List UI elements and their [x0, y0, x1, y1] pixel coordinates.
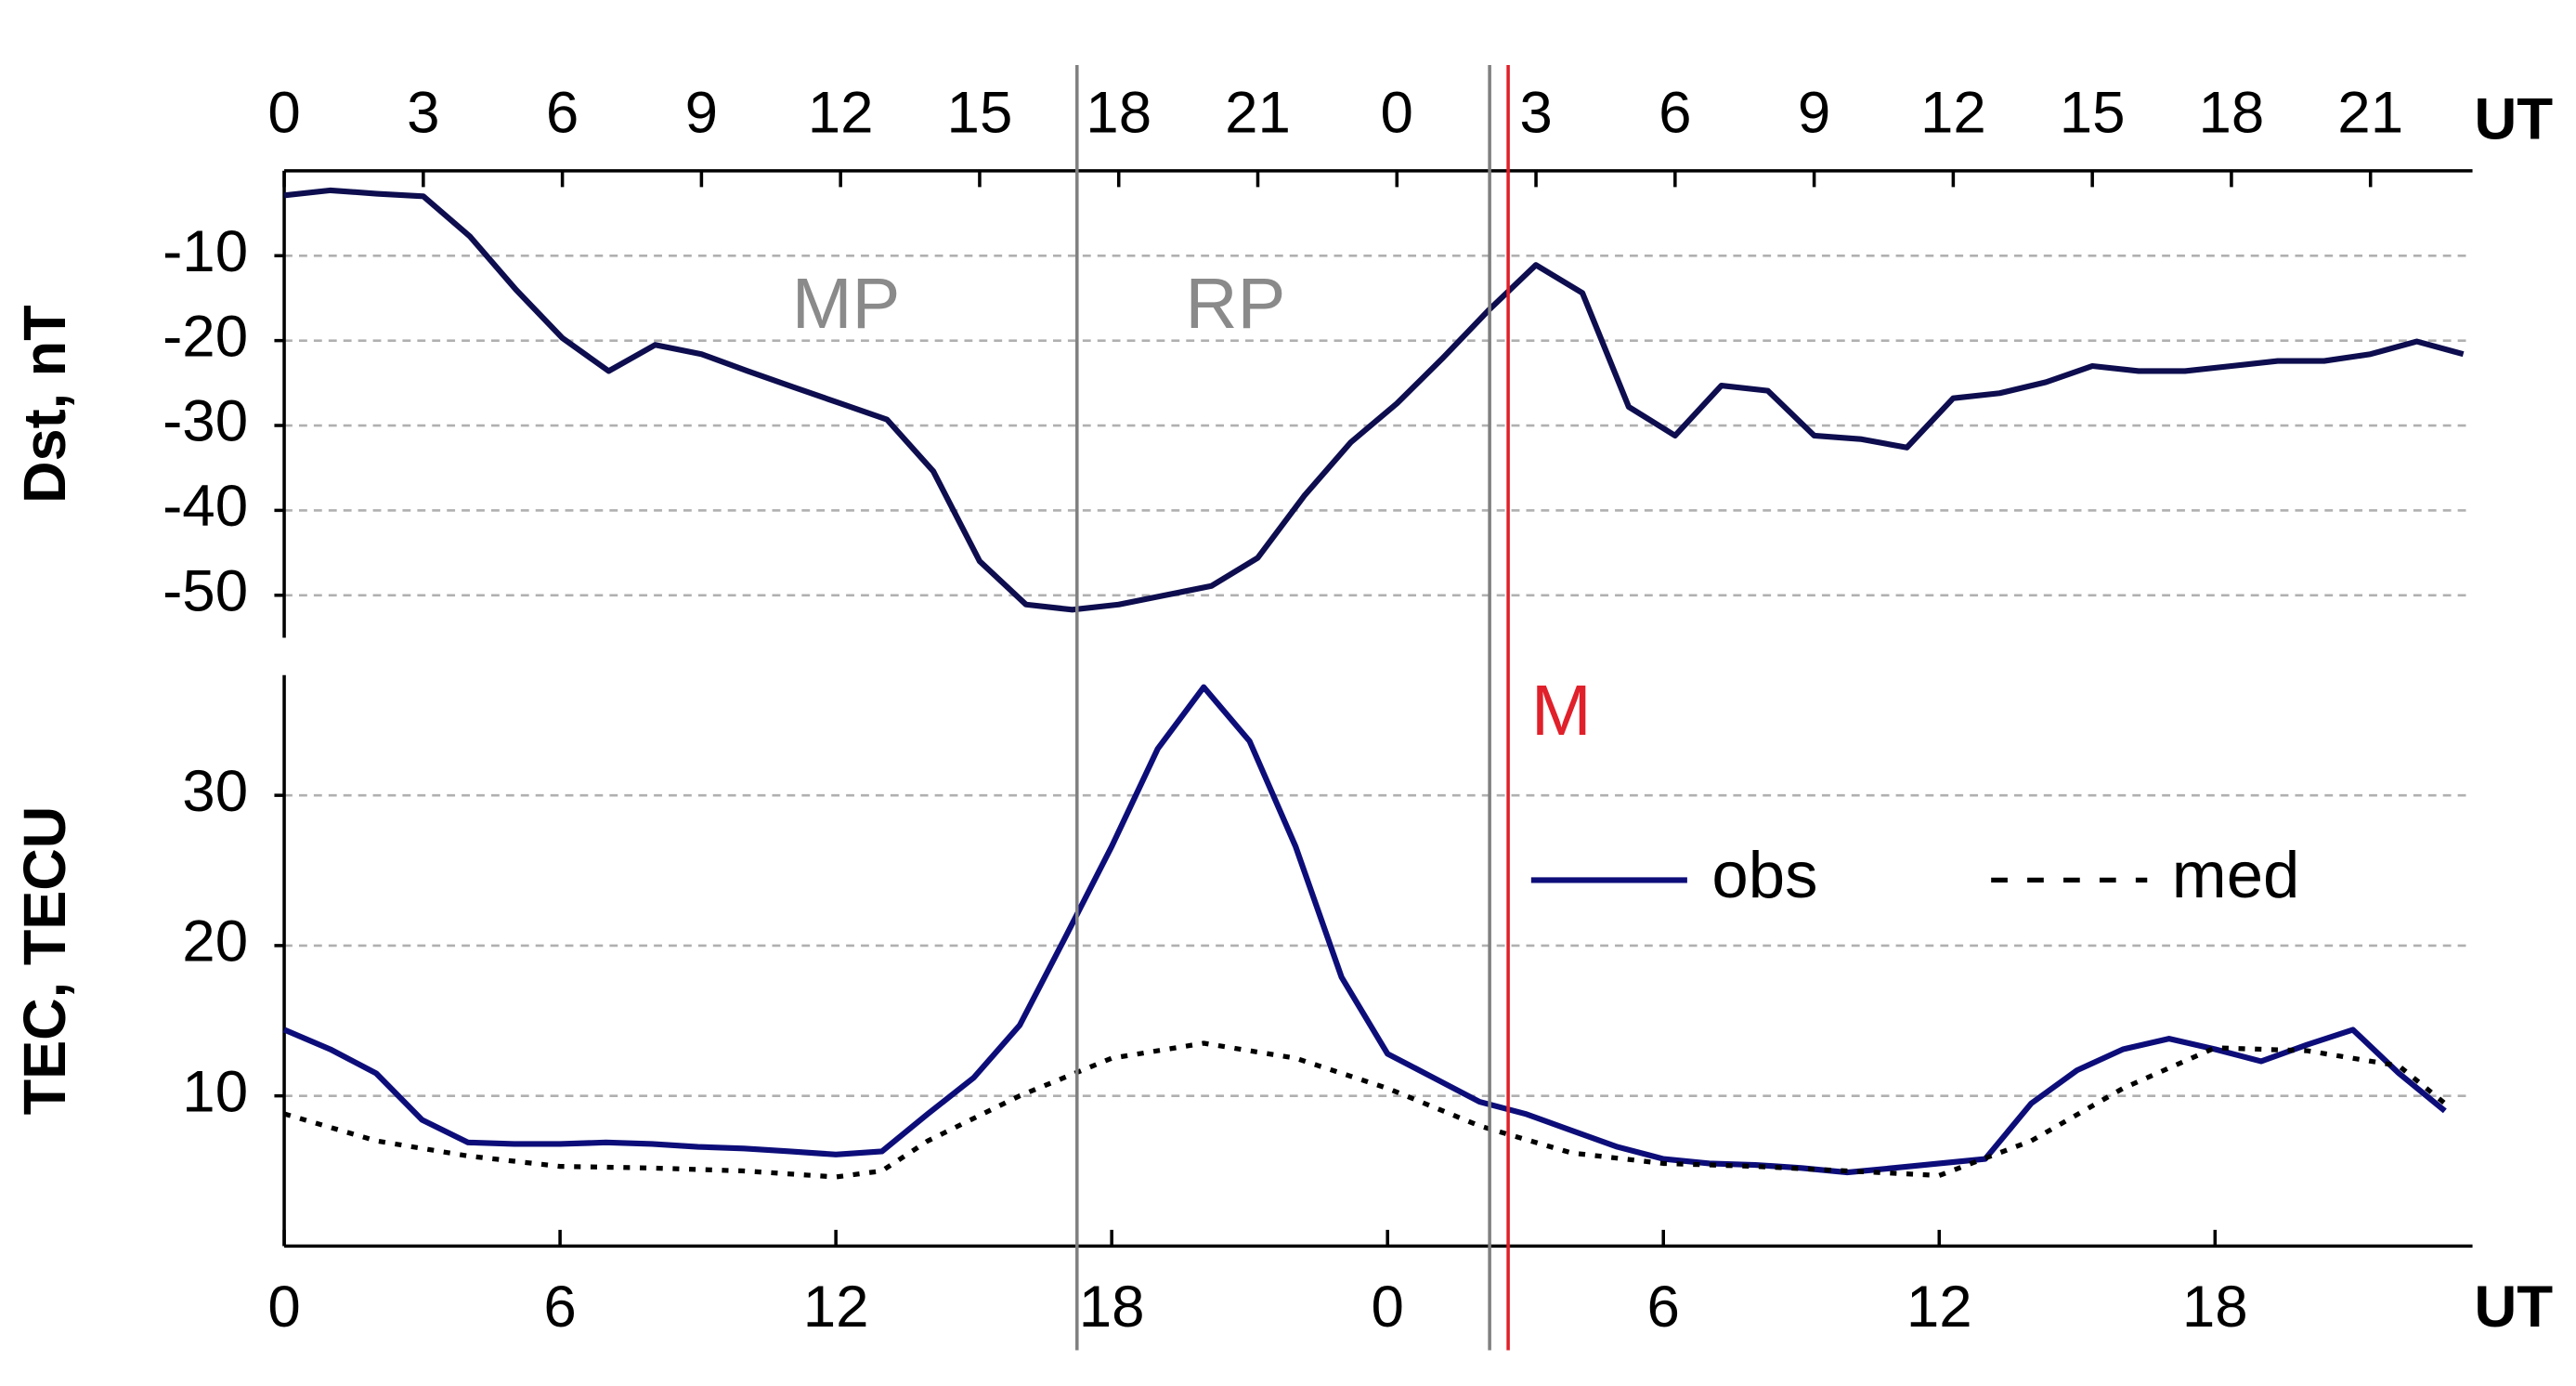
x-tick-label: 9 — [685, 81, 718, 146]
x-tick-label: 0 — [1371, 1275, 1403, 1340]
x-tick-label: 15 — [947, 81, 1013, 146]
x-tick-label: 9 — [1798, 81, 1830, 146]
x-tick-label: 6 — [1647, 1275, 1680, 1340]
x-tick-label: 6 — [546, 81, 579, 146]
x-tick-label: 12 — [803, 1275, 869, 1340]
y-axis-label: TEC, TECU — [13, 806, 78, 1116]
x-tick-label: 0 — [267, 1275, 300, 1340]
x-tick-label: 3 — [1519, 81, 1552, 146]
y-tick-label: 30 — [182, 759, 248, 824]
legend-label: obs — [1711, 838, 1817, 911]
x-tick-label: 12 — [1906, 1275, 1972, 1340]
x-tick-label: 6 — [543, 1275, 576, 1340]
line-series — [283, 1040, 2447, 1180]
x-tick-label: 6 — [1659, 81, 1691, 146]
x-tick-label: 18 — [1086, 81, 1151, 146]
y-tick-label: -50 — [163, 559, 248, 624]
y-tick-label: -30 — [163, 389, 248, 454]
x-tick-label: 3 — [407, 81, 439, 146]
x-tick-label: 21 — [1225, 81, 1291, 146]
line-series — [283, 187, 2465, 613]
y-tick-label: 10 — [182, 1060, 248, 1125]
annotation: MP — [792, 264, 901, 344]
marker-label: M — [1531, 671, 1592, 751]
y-tick-label: -10 — [163, 219, 248, 284]
x-tick-label: 0 — [267, 81, 300, 146]
y-tick-label: 20 — [182, 909, 248, 974]
y-axis-label: Dst, nT — [13, 305, 78, 503]
x-tick-label: 0 — [1381, 81, 1413, 146]
x-tick-label: 18 — [2182, 1275, 2248, 1340]
y-tick-label: -20 — [163, 305, 248, 370]
x-axis-label: UT — [2474, 87, 2553, 152]
line-series — [282, 684, 2447, 1176]
legend-label: med — [2172, 838, 2300, 911]
x-tick-label: 15 — [2060, 81, 2126, 146]
x-tick-label: 21 — [2337, 81, 2403, 146]
annotation: RP — [1185, 264, 1285, 344]
x-axis-label: UT — [2474, 1275, 2553, 1340]
x-tick-label: 12 — [1920, 81, 1986, 146]
x-tick-label: 18 — [2199, 81, 2265, 146]
y-tick-label: -40 — [163, 474, 248, 539]
x-tick-label: 12 — [808, 81, 874, 146]
x-tick-label: 18 — [1079, 1275, 1145, 1340]
